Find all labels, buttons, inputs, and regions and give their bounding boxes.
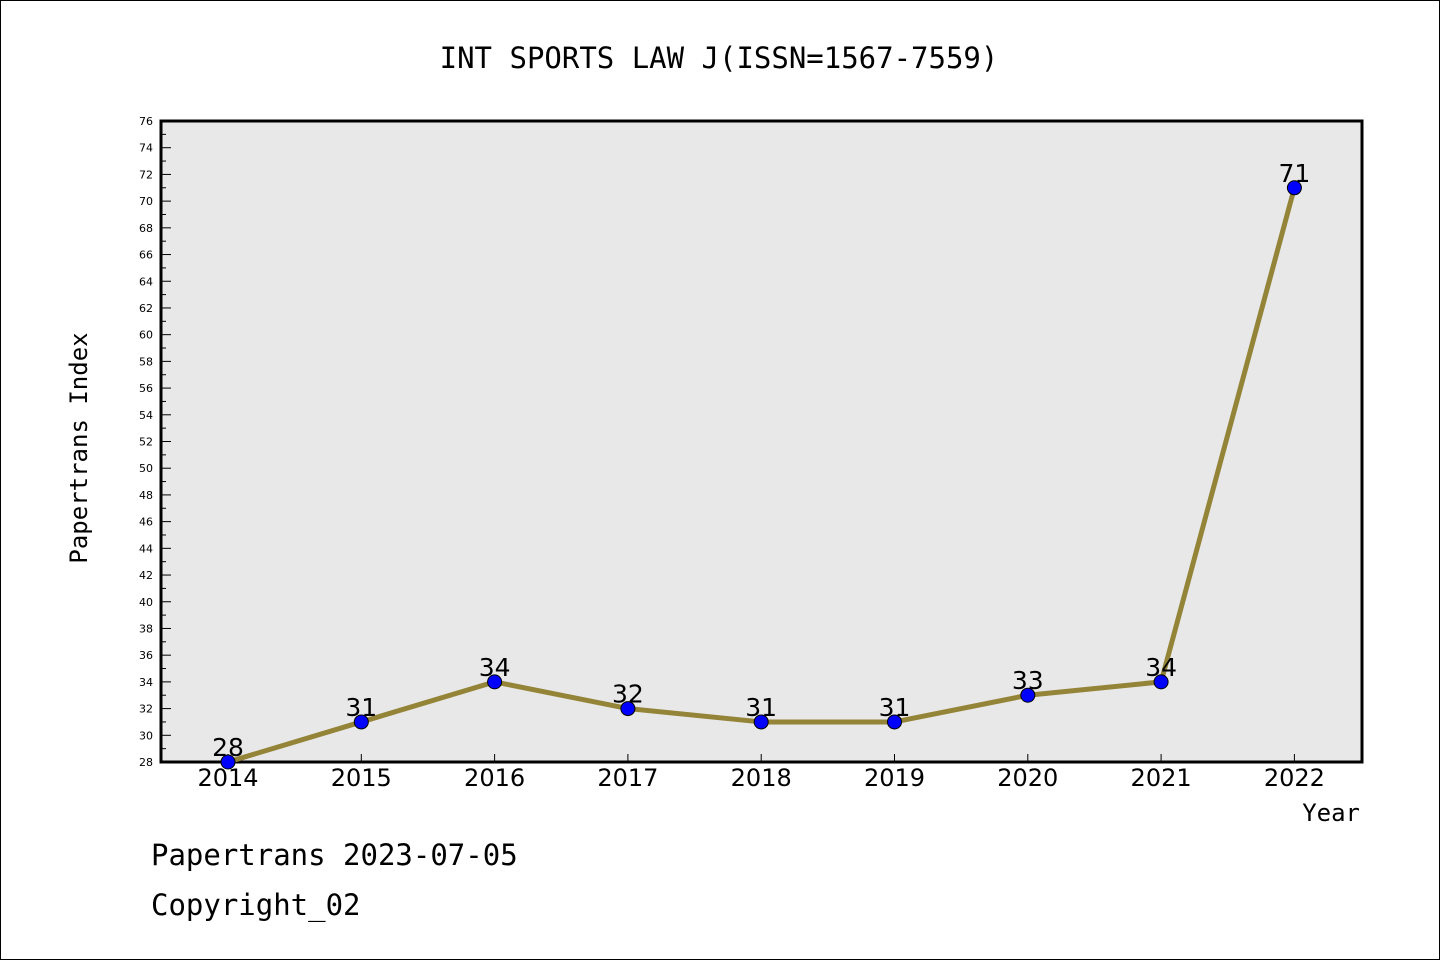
y-tick-label: 56 xyxy=(139,382,153,395)
data-point xyxy=(753,714,769,730)
y-tick-label: 62 xyxy=(139,302,153,315)
y-tick-label: 52 xyxy=(139,436,153,449)
data-label: 33 xyxy=(1012,666,1044,695)
y-tick-label: 30 xyxy=(139,729,153,742)
x-axis-ticks: 2014 2015 2016 2017 2018 2019 2020 2021 2022 xyxy=(197,754,1325,792)
y-tick-label: 76 xyxy=(139,115,153,128)
y-tick-label: 70 xyxy=(139,195,153,208)
y-tick-label: 58 xyxy=(139,355,153,368)
x-tick-label: 2020 xyxy=(997,764,1058,792)
y-tick-label: 48 xyxy=(139,489,153,502)
data-point xyxy=(620,701,636,717)
x-axis-label: Year xyxy=(1302,799,1360,827)
data-label: 31 xyxy=(879,693,911,722)
data-label: 31 xyxy=(745,693,777,722)
x-tick-label: 2022 xyxy=(1264,764,1325,792)
y-tick-label: 50 xyxy=(139,462,153,475)
series-layer xyxy=(220,180,1302,770)
y-tick-label: 68 xyxy=(139,222,153,235)
plot-area xyxy=(159,119,1364,764)
y-tick-label: 46 xyxy=(139,516,153,529)
y-axis-ticks: 28 30 32 34 36 38 40 42 44 46 48 50 52 54 56 58 60 62 64 66… xyxy=(139,115,171,769)
y-tick-label: 64 xyxy=(139,275,153,288)
data-point xyxy=(1020,687,1036,703)
y-tick-label: 36 xyxy=(139,649,153,662)
data-label: 28 xyxy=(212,733,244,762)
y-tick-label: 60 xyxy=(139,329,153,342)
x-tick-label: 2015 xyxy=(331,764,392,792)
y-tick-label: 28 xyxy=(139,756,153,769)
y-tick-label: 74 xyxy=(139,142,153,155)
footer-copyright: Copyright_02 xyxy=(151,888,361,923)
x-tick-label: 2021 xyxy=(1131,764,1192,792)
data-label: 31 xyxy=(345,693,377,722)
data-point xyxy=(1286,180,1302,196)
y-tick-label: 66 xyxy=(139,249,153,262)
data-labels: 28 31 34 32 31 31 33 34 71 xyxy=(212,159,1310,762)
data-point xyxy=(220,754,236,770)
data-point xyxy=(887,714,902,730)
y-tick-label: 44 xyxy=(139,542,153,555)
data-point xyxy=(487,674,503,690)
y-axis-label: Papertrans Index xyxy=(65,332,93,563)
data-point xyxy=(353,714,369,730)
data-label: 34 xyxy=(1145,653,1177,682)
footer-date: Papertrans 2023-07-05 xyxy=(151,838,518,872)
y-tick-label: 32 xyxy=(139,703,153,716)
y-tick-label: 38 xyxy=(139,622,153,635)
x-tick-label: 2019 xyxy=(864,764,925,792)
y-tick-label: 72 xyxy=(139,168,153,181)
y-tick-label: 42 xyxy=(139,569,153,582)
data-label: 32 xyxy=(612,680,644,709)
data-point xyxy=(1153,674,1169,690)
data-label: 34 xyxy=(479,653,511,682)
x-tick-label: 2016 xyxy=(464,764,525,792)
y-tick-label: 40 xyxy=(139,596,153,609)
x-tick-label: 2018 xyxy=(731,764,792,792)
chart-title: INT SPORTS LAW J(ISSN=1567-7559) xyxy=(440,41,999,75)
y-tick-label: 34 xyxy=(139,676,153,689)
data-label: 71 xyxy=(1278,159,1310,188)
y-tick-label: 54 xyxy=(139,409,153,422)
x-tick-label: 2017 xyxy=(597,764,658,792)
